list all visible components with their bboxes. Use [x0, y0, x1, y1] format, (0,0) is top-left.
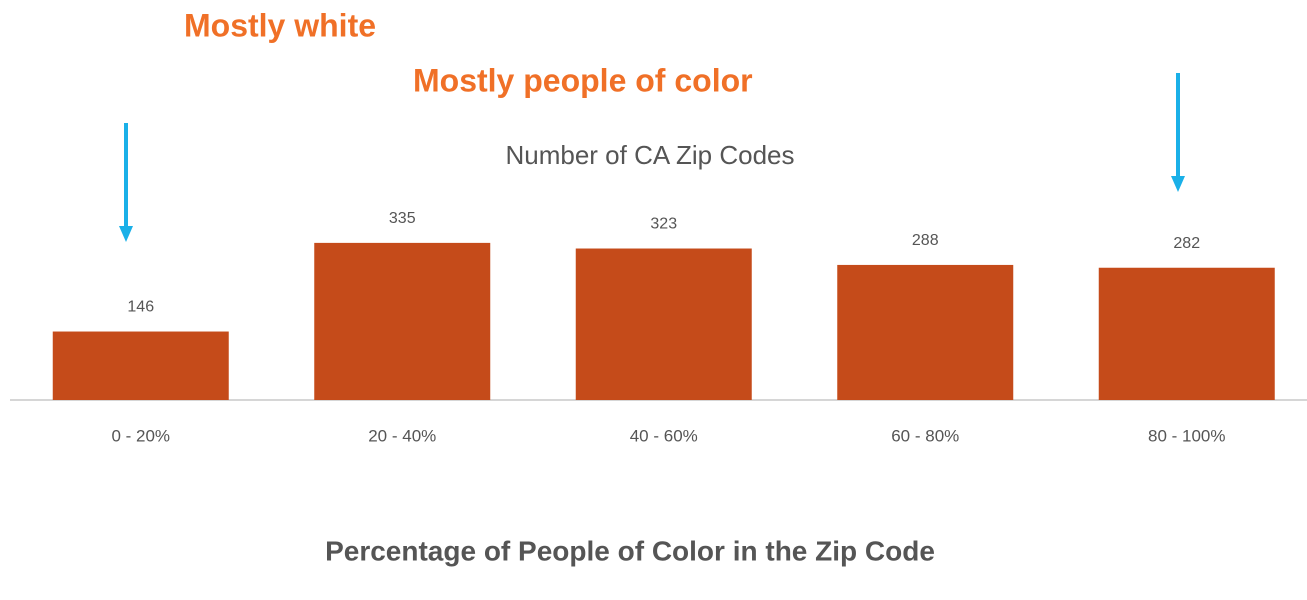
annotation: Mostly people of color [413, 62, 753, 98]
x-tick-label: 0 - 20% [111, 426, 170, 445]
value-label: 146 [127, 299, 154, 316]
bar [314, 242, 491, 400]
value-label: 288 [912, 232, 939, 249]
arrow [119, 123, 133, 242]
value-label: 323 [650, 216, 677, 233]
bar [52, 331, 229, 400]
x-tick-label: 40 - 60% [630, 426, 698, 445]
x-tick-label: 20 - 40% [368, 426, 436, 445]
x-tick-label: 60 - 80% [891, 426, 959, 445]
x-tick-label: 80 - 100% [1148, 426, 1226, 445]
value-label: 282 [1173, 235, 1200, 252]
value-label: 335 [389, 210, 416, 227]
bar [575, 248, 752, 400]
bar [1098, 267, 1275, 400]
arrow [1171, 73, 1185, 192]
x-axis-label: Percentage of People of Color in the Zip… [325, 535, 935, 566]
bar [837, 264, 1014, 400]
annotation: Mostly white [184, 7, 376, 43]
chart-title: Number of CA Zip Codes [505, 140, 794, 170]
